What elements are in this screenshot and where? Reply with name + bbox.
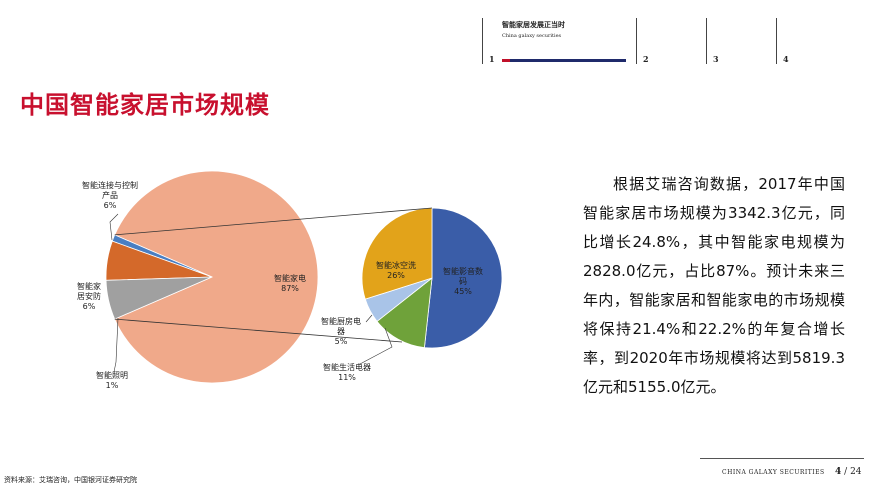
- current-page: 4: [835, 467, 842, 477]
- section-nav: 智能家居发展正当时 China galaxy securities 1 2 3 …: [482, 18, 842, 64]
- label-smart-security-line: 居安防: [77, 291, 101, 301]
- label-smart-security-line: 6%: [83, 302, 96, 311]
- nav-item-3[interactable]: 3: [713, 54, 719, 64]
- leader-line-connect: [109, 213, 119, 241]
- label-smart-appliance-line: 87%: [281, 284, 299, 293]
- source-note: 资料来源：艾瑞咨询，中国银河证券研究院: [4, 476, 137, 484]
- leader-line-life: [359, 327, 393, 365]
- label-life-appliance: 智能生活电器 11%: [323, 362, 371, 382]
- label-smart-appliance: 智能家电 87%: [274, 273, 306, 293]
- connector-line-bottom: [114, 318, 403, 343]
- label-audio-video-line: 45%: [454, 287, 472, 296]
- label-smart-connect-line: 智能连接与控制: [82, 180, 138, 190]
- page-number: 4 / 24: [835, 467, 862, 477]
- label-smart-lighting-line: 智能照明: [96, 370, 128, 380]
- nav-section-subtitle: China galaxy securities: [502, 33, 562, 39]
- label-fridge-ac-washer-line: 智能冰空洗: [376, 260, 416, 270]
- nav-item-4[interactable]: 4: [783, 54, 789, 64]
- label-kitchen-appliance: 智能厨房电器 5%: [321, 316, 361, 346]
- main-pie-slice: [114, 170, 319, 384]
- label-smart-lighting-line: 1%: [106, 381, 119, 390]
- nav-item-1[interactable]: 1: [489, 54, 495, 64]
- label-smart-connect: 智能连接与控制产品 6%: [82, 180, 138, 210]
- sub-pie-slice: [423, 207, 503, 349]
- label-kitchen-appliance-line: 器: [337, 327, 345, 336]
- label-fridge-ac-washer: 智能冰空洗 26%: [376, 260, 416, 280]
- label-smart-lighting: 智能照明 1%: [96, 370, 128, 390]
- page-separator: /: [844, 467, 848, 477]
- footer-divider: [700, 458, 864, 459]
- leader-line-lighting: [113, 317, 119, 373]
- label-kitchen-appliance-line: 智能厨房电: [321, 316, 361, 326]
- nav-section-title: 智能家居发展正当时: [502, 21, 565, 29]
- label-life-appliance-line: 智能生活电器: [323, 362, 371, 372]
- label-smart-connect-line: 6%: [104, 201, 117, 210]
- summary-paragraph: 根据艾瑞咨询数据，2017年中国智能家居市场规模为3342.3亿元，同比增长24…: [583, 175, 845, 396]
- page-title: 中国智能家居市场规模: [20, 91, 270, 119]
- footer-brand: CHINA GALAXY SECURITIES: [722, 469, 825, 476]
- label-audio-video: 智能影音数码 45%: [443, 266, 483, 296]
- market-size-pie-chart: 智能家电 87%智能照明 1%智能家居安防 6%智能连接与控制产品 6%智能影音数码 45…: [77, 170, 503, 390]
- total-pages: 24: [850, 467, 862, 477]
- label-life-appliance-line: 11%: [338, 373, 356, 382]
- label-audio-video-line: 智能影音数: [443, 266, 483, 276]
- nav-divider: [706, 18, 707, 64]
- label-smart-security-line: 智能家: [77, 281, 101, 291]
- label-kitchen-appliance-line: 5%: [335, 337, 348, 346]
- main-pie-slice: [105, 276, 213, 320]
- nav-progress-bar: [502, 59, 626, 62]
- nav-divider: [636, 18, 637, 64]
- label-smart-appliance-line: 智能家电: [274, 273, 306, 283]
- nav-divider: [482, 18, 483, 64]
- label-smart-security: 智能家居安防 6%: [77, 281, 101, 311]
- label-audio-video-line: 码: [459, 277, 467, 286]
- nav-divider: [776, 18, 777, 64]
- connector-line-top: [114, 207, 433, 236]
- nav-item-2[interactable]: 2: [643, 54, 649, 64]
- leader-line-kitchen: [365, 314, 373, 323]
- label-smart-connect-line: 产品: [102, 190, 118, 200]
- label-fridge-ac-washer-line: 26%: [387, 271, 405, 280]
